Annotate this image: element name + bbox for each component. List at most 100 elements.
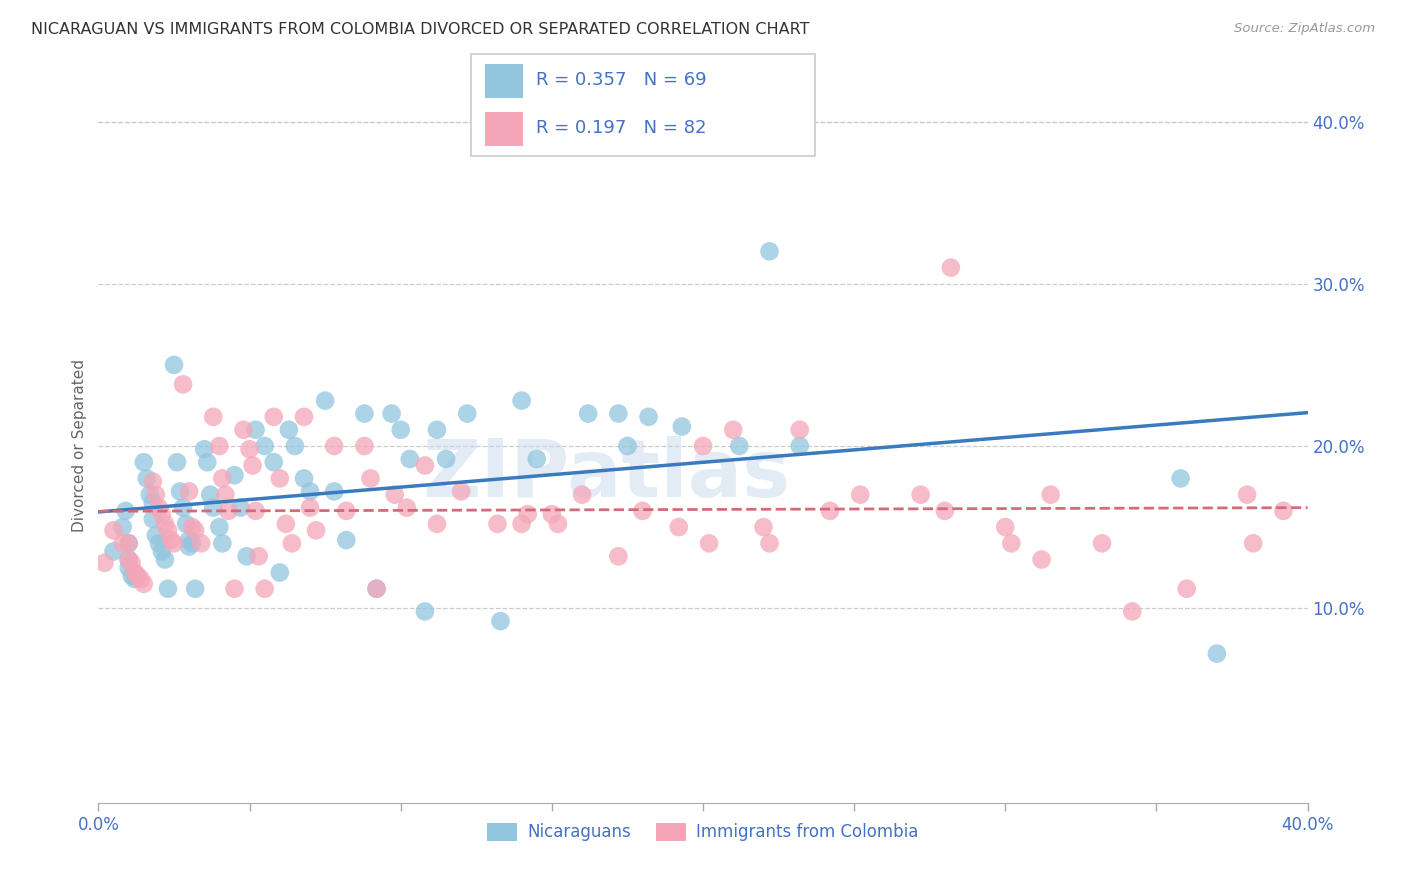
Point (229, 500, 252, 515)
Point (132, 577, 155, 591)
Point (1206, 647, 1229, 661)
Point (671, 419, 693, 434)
Point (247, 549, 270, 564)
Bar (485, 112, 523, 145)
Point (335, 504, 357, 518)
Point (758, 244, 780, 259)
Point (398, 452, 420, 467)
Point (277, 423, 299, 437)
Point (758, 536, 780, 550)
Point (366, 582, 388, 596)
Point (1091, 536, 1114, 550)
Point (1000, 536, 1022, 550)
Point (335, 533, 357, 547)
Point (148, 536, 170, 550)
Point (160, 533, 183, 547)
Point (217, 504, 239, 518)
Point (184, 582, 207, 596)
Point (208, 520, 231, 534)
Point (139, 488, 162, 502)
Point (697, 536, 720, 550)
Point (1272, 504, 1295, 518)
Point (910, 488, 932, 502)
Point (384, 488, 406, 502)
Point (426, 423, 449, 437)
Point (129, 572, 152, 586)
Point (121, 556, 143, 570)
Point (118, 560, 141, 574)
Point (211, 536, 233, 550)
Point (118, 536, 141, 550)
Point (181, 520, 204, 534)
Point (103, 524, 125, 538)
Point (413, 604, 436, 618)
Point (1175, 582, 1198, 596)
Point (1241, 536, 1264, 550)
Point (576, 407, 599, 421)
Point (637, 409, 659, 424)
Point (692, 439, 714, 453)
Point (148, 500, 170, 515)
Point (607, 407, 630, 421)
Point (124, 566, 146, 580)
Point (299, 500, 322, 515)
Point (849, 488, 872, 502)
Point (516, 507, 538, 521)
Point (426, 516, 449, 531)
Point (723, 423, 745, 437)
Point (1121, 604, 1143, 618)
Point (211, 471, 233, 485)
Point (360, 471, 382, 485)
Point (789, 423, 811, 437)
Point (292, 471, 315, 485)
Point (163, 536, 186, 550)
Point (616, 439, 638, 453)
Point (353, 407, 375, 421)
Point (103, 544, 125, 558)
Point (195, 455, 218, 469)
Point (526, 452, 548, 467)
Point (381, 407, 404, 421)
Point (939, 260, 962, 275)
Point (118, 552, 141, 566)
Point (253, 582, 276, 596)
Point (145, 488, 167, 502)
Point (269, 471, 291, 485)
Point (510, 393, 533, 408)
Point (214, 488, 236, 502)
Point (208, 439, 231, 453)
Point (93, 556, 115, 570)
Point (281, 536, 304, 550)
Point (232, 423, 254, 437)
Point (413, 458, 436, 473)
Point (389, 423, 412, 437)
Point (366, 582, 388, 596)
Point (728, 439, 751, 453)
Point (111, 520, 134, 534)
Point (450, 484, 472, 499)
Point (150, 507, 173, 521)
Point (323, 439, 346, 453)
Point (181, 536, 204, 550)
Point (150, 544, 173, 558)
Point (224, 582, 246, 596)
Point (994, 520, 1017, 534)
FancyBboxPatch shape (471, 54, 815, 156)
Point (353, 439, 375, 453)
Point (323, 484, 346, 499)
Point (242, 458, 264, 473)
Text: ZIPatlas: ZIPatlas (422, 435, 790, 514)
Bar (485, 64, 523, 97)
Point (434, 452, 457, 467)
Point (547, 516, 569, 531)
Point (269, 566, 291, 580)
Y-axis label: Divorced or Separated: Divorced or Separated (72, 359, 87, 533)
Point (202, 409, 225, 424)
Point (153, 516, 176, 531)
Point (142, 512, 165, 526)
Point (124, 572, 146, 586)
Point (132, 455, 155, 469)
Point (200, 488, 222, 502)
Point (156, 524, 179, 538)
Point (235, 549, 257, 564)
